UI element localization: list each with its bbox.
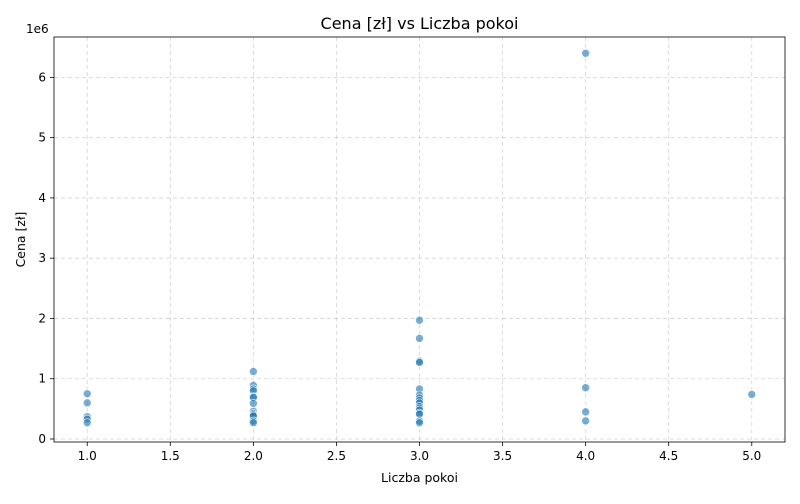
data-point bbox=[415, 418, 424, 428]
data-points bbox=[82, 48, 757, 428]
y-tick-label: 3 bbox=[38, 251, 46, 265]
data-point bbox=[82, 418, 92, 428]
data-point bbox=[581, 383, 590, 393]
y-tick-label: 2 bbox=[38, 311, 46, 325]
x-tick-label: 2.5 bbox=[327, 449, 346, 463]
x-axis-label: Liczba pokoi bbox=[381, 470, 458, 485]
chart-title: Cena [zł] vs Liczba pokoi bbox=[321, 14, 519, 33]
x-axis-ticks: 1.0 1.5 2.0 2.5 3.0 3.5 4.0 4.5 5.0 bbox=[78, 442, 761, 463]
y-axis-label: Cena [zł] bbox=[13, 212, 28, 268]
grid-lines bbox=[54, 37, 785, 442]
data-point bbox=[581, 416, 590, 426]
x-tick-label: 2.0 bbox=[244, 449, 263, 463]
data-point bbox=[82, 389, 92, 399]
y-tick-label: 5 bbox=[38, 131, 46, 145]
x-tick-label: 3.5 bbox=[493, 449, 512, 463]
data-point bbox=[82, 398, 92, 408]
data-point bbox=[415, 315, 424, 325]
y-tick-label: 6 bbox=[38, 70, 46, 84]
data-point bbox=[415, 334, 424, 343]
y-tick-label: 1 bbox=[38, 372, 46, 386]
y-tick-label: 4 bbox=[38, 191, 46, 205]
x-tick-label: 4.5 bbox=[659, 449, 678, 463]
x-tick-label: 4.0 bbox=[576, 449, 595, 463]
y-axis-ticks: 0 1 2 3 4 5 6 bbox=[38, 70, 54, 446]
x-tick-label: 1.5 bbox=[161, 449, 180, 463]
data-point bbox=[581, 48, 590, 58]
y-tick-label: 0 bbox=[38, 432, 46, 446]
x-tick-label: 1.0 bbox=[78, 449, 97, 463]
x-tick-label: 3.0 bbox=[410, 449, 429, 463]
data-point bbox=[415, 358, 424, 367]
data-point bbox=[249, 418, 258, 428]
x-tick-label: 5.0 bbox=[742, 449, 761, 463]
data-point bbox=[747, 390, 757, 399]
y-axis-offset-label: 1e6 bbox=[26, 22, 49, 36]
data-point bbox=[249, 367, 258, 376]
data-point bbox=[581, 407, 590, 417]
data-point bbox=[249, 399, 258, 408]
